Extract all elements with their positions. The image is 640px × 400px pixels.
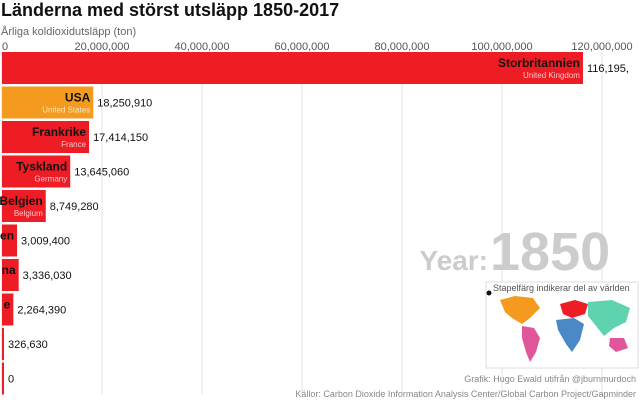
bar-group-item: e 2,264,390	[2, 293, 66, 326]
x-axis-ticks: 0 20,000,000 40,000,000 60,000,000 80,000,00…	[2, 41, 633, 53]
bar-label: USA	[65, 91, 91, 105]
x-tick-label: 100,000,000	[471, 41, 532, 53]
bar-sublabel: Belgium	[14, 209, 43, 218]
bar	[2, 362, 4, 395]
map-region-oceania	[609, 338, 628, 352]
value-label: 13,645,060	[74, 167, 129, 179]
bar	[2, 224, 18, 257]
year-prefix: Year:	[420, 245, 489, 276]
bar-sublabel: United States	[42, 106, 90, 115]
bar-label: Storbritannien	[498, 56, 580, 70]
map-region-europe	[560, 300, 588, 318]
bar	[2, 328, 4, 360]
x-tick-label: 60,000,000	[274, 41, 329, 53]
bar-label: Frankrike	[32, 125, 86, 139]
credits: Grafik: Hugo Ewald utifrån @jburnmurdoch	[464, 374, 636, 384]
map-region-americas-south	[522, 326, 540, 362]
map-region-americas-north	[500, 296, 540, 324]
bar-label: e	[4, 298, 11, 312]
map-region-africa	[556, 318, 584, 352]
bar-label: en	[0, 229, 14, 243]
legend-title: Stapelfärg indikerar del av världen	[493, 283, 630, 293]
value-label: 18,250,910	[97, 98, 152, 110]
x-tick-label: 20,000,000	[74, 41, 129, 53]
value-label: 0	[8, 374, 14, 386]
bar	[2, 155, 71, 188]
value-label: 326,630	[8, 339, 48, 351]
chart-title: Länderna med störst utsläpp 1850-2017	[1, 0, 339, 20]
bar	[2, 190, 46, 222]
legend: Stapelfärg indikerar del av världen	[485, 281, 639, 369]
x-gridlines	[1, 52, 603, 395]
bar	[2, 259, 19, 291]
bar	[2, 293, 14, 326]
chart-subtitle: Årliga koldioxidutsläpp (ton)	[1, 25, 136, 38]
value-label: 2,264,390	[17, 305, 66, 317]
legend-marker	[486, 290, 492, 296]
bar	[2, 52, 583, 84]
map-region-asia	[588, 300, 630, 336]
bar-group-item: 326,630	[2, 328, 48, 360]
bar-group-item: en 3,009,400	[0, 224, 70, 257]
value-label: 116,195,	[587, 63, 629, 75]
bar-group-item: na 3,336,030	[2, 259, 72, 291]
bar-sublabel: United Kingdom	[523, 71, 580, 80]
world-map-icon	[500, 296, 630, 362]
value-label: 3,009,400	[21, 236, 70, 248]
x-tick-label: 0	[2, 41, 8, 53]
bar-sublabel: France	[61, 140, 86, 149]
bar-label: Tyskland	[16, 160, 67, 174]
year-value: 1850	[490, 222, 610, 282]
x-tick-label: 80,000,000	[374, 41, 429, 53]
bar-group-item: 0	[2, 362, 14, 395]
value-label: 17,414,150	[93, 132, 148, 144]
x-tick-label: 40,000,000	[174, 41, 229, 53]
sources: Källor: Carbon Dioxide Information Analy…	[295, 389, 636, 399]
value-label: 8,749,280	[50, 201, 99, 213]
bar	[2, 86, 94, 119]
x-tick-label: 120,000,000	[571, 41, 632, 53]
bar-label: na	[2, 263, 16, 277]
value-label: 3,336,030	[23, 270, 72, 282]
bar	[2, 121, 90, 153]
bar-label: Belgien	[0, 194, 43, 208]
bar-sublabel: Germany	[34, 175, 67, 184]
